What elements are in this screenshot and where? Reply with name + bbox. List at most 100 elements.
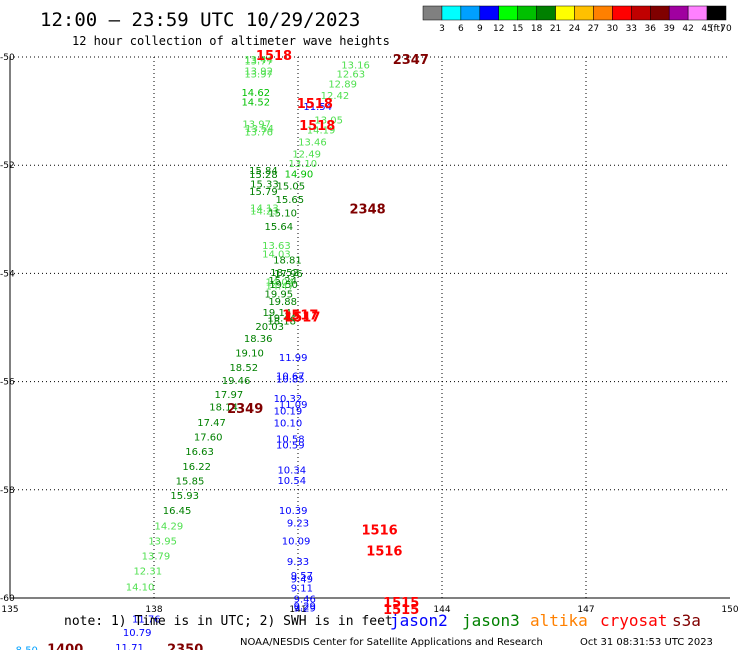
pass-time-label: 1517 — [282, 308, 318, 323]
pass-time-label: 1518 — [299, 119, 335, 134]
pass-time-label: 1518 — [297, 97, 333, 112]
scale-swatch — [593, 5, 613, 21]
wave-height-value: 11.99 — [279, 353, 308, 364]
wave-height-value: 13.79 — [142, 552, 171, 563]
wave-height-value: 19.14 — [263, 308, 292, 319]
wave-height-value: 13.10 — [288, 159, 317, 170]
wave-height-value: 18.14 — [209, 402, 238, 413]
wave-height-value: 19.46 — [222, 376, 251, 387]
wave-height-value: 14.47 — [265, 282, 294, 293]
generated-timestamp: Oct 31 08:31:53 UTC 2023 — [580, 637, 713, 648]
wave-height-value: 15.24 — [268, 276, 297, 287]
wave-height-value: 9.46 — [294, 594, 316, 605]
wave-height-value: 14.29 — [155, 521, 184, 532]
x-tick-label: 144 — [433, 605, 450, 615]
wave-height-value: 10.59 — [276, 441, 305, 452]
legend-s3a: s3a — [672, 611, 701, 630]
pass-time-label: 1518 — [256, 49, 292, 64]
pass-time-label: 2349 — [227, 402, 263, 417]
scale-tick-label: 45 — [701, 24, 712, 34]
wave-height-value: 15.65 — [276, 195, 305, 206]
wave-height-value: 10.10 — [274, 419, 303, 430]
wave-height-color-scale: 3 6 9 12 15 18 21 24 27 30 33 36 39 42 45 70 — [422, 5, 732, 34]
wave-height-value: 16.45 — [163, 506, 192, 517]
wave-height-value: 13.77 — [244, 57, 273, 68]
pass-time-label: 1515 — [383, 596, 419, 611]
y-tick-label: -58 — [0, 486, 15, 496]
scale-swatch — [574, 5, 594, 21]
wave-height-value: 19.44 — [267, 314, 296, 325]
wave-height-value: 14.03 — [262, 250, 291, 261]
pass-time-labels: 1518151815182347234815171517234915161516… — [47, 49, 429, 650]
wave-height-value: 10.54 — [277, 476, 306, 487]
scale-swatch — [422, 5, 443, 21]
scale-tick-label: 30 — [607, 24, 619, 34]
scale-swatch — [706, 5, 727, 21]
wave-height-value: 9.29 — [294, 604, 316, 615]
wave-height-value: 14.23 — [250, 206, 279, 217]
scale-swatch — [441, 5, 462, 21]
x-tick-label: 147 — [577, 605, 594, 615]
scale-swatch — [479, 5, 499, 21]
scale-swatch — [460, 5, 481, 21]
scale-tick-label: 15 — [512, 24, 523, 34]
wave-height-value: 12.31 — [133, 567, 162, 578]
scale-tick-label: 24 — [569, 24, 581, 34]
wave-height-value: 19.88 — [268, 297, 297, 308]
y-tick-label: -50 — [0, 53, 15, 63]
x-tick-label: 150 — [721, 605, 738, 615]
wave-height-value: 13.54 — [245, 124, 274, 135]
wave-height-value: 9.11 — [291, 584, 313, 595]
wave-height-value: 10.34 — [277, 466, 306, 477]
wave-height-value: 13.95 — [148, 536, 177, 547]
scale-tick-label: 42 — [682, 24, 693, 34]
wave-height-value: 13.92 — [244, 66, 273, 77]
wave-height-value: 10.79 — [123, 628, 152, 639]
scale-swatch — [631, 5, 651, 21]
wave-height-value: 18.18 — [267, 316, 296, 327]
scale-tick-label: 36 — [645, 24, 657, 34]
wave-height-value: 14.13 — [250, 204, 279, 215]
y-tick-label: -54 — [0, 269, 15, 279]
wave-height-value: 19.50 — [269, 280, 298, 291]
wave-height-value: 19.95 — [264, 290, 293, 301]
wave-height-value: 12.42 — [321, 91, 350, 102]
pass-time-label: 2348 — [350, 202, 386, 217]
scale-swatch — [498, 5, 518, 21]
scale-swatch — [668, 5, 689, 21]
pass-time-label: 1400 — [47, 643, 83, 650]
scale-unit-label: (ft) — [710, 24, 724, 34]
chart-title: 12:00 – 23:59 UTC 10/29/2023 — [40, 9, 360, 31]
footnote: note: 1) Time is in UTC; 2) SWH is in fe… — [64, 614, 393, 629]
wave-height-value: 13.76 — [244, 127, 273, 138]
wave-height-value: 10.39 — [279, 506, 308, 517]
scale-tick-label: 21 — [550, 24, 561, 34]
legend-altika: altika — [530, 611, 588, 630]
wave-height-value: 13.16 — [341, 60, 370, 71]
legend-jason2: jason2 — [390, 611, 448, 630]
wave-height-value: 9.29 — [294, 601, 316, 612]
wave-height-value: 15.10 — [268, 209, 297, 220]
scale-tick-label: 27 — [588, 24, 599, 34]
scale-swatch — [687, 5, 708, 21]
pass-time-label: 1517 — [284, 311, 320, 326]
y-tick-label: -56 — [0, 378, 15, 388]
y-tick-label: -52 — [0, 161, 15, 171]
wave-height-value: 15.84 — [249, 166, 278, 177]
pass-time-label: 2350 — [167, 643, 203, 650]
wave-height-value: 15.28 — [249, 170, 278, 181]
wave-height-value: 14.62 — [241, 88, 270, 99]
scale-swatch — [555, 5, 575, 21]
scale-swatch — [612, 5, 632, 21]
scale-tick-label: 33 — [626, 24, 637, 34]
wave-height-value: 13.44 — [244, 55, 273, 66]
wave-height-value: 15.79 — [249, 187, 278, 198]
wave-height-value: 14.04 — [265, 277, 294, 288]
wave-height-value: 11.76 — [132, 614, 161, 625]
legend-jason3: jason3 — [462, 611, 520, 630]
wave-height-value: 12.89 — [328, 79, 357, 90]
wave-height-value: 15.64 — [264, 222, 293, 233]
pass-time-label: 2347 — [393, 53, 429, 68]
wave-height-value: 13.97 — [242, 119, 271, 130]
